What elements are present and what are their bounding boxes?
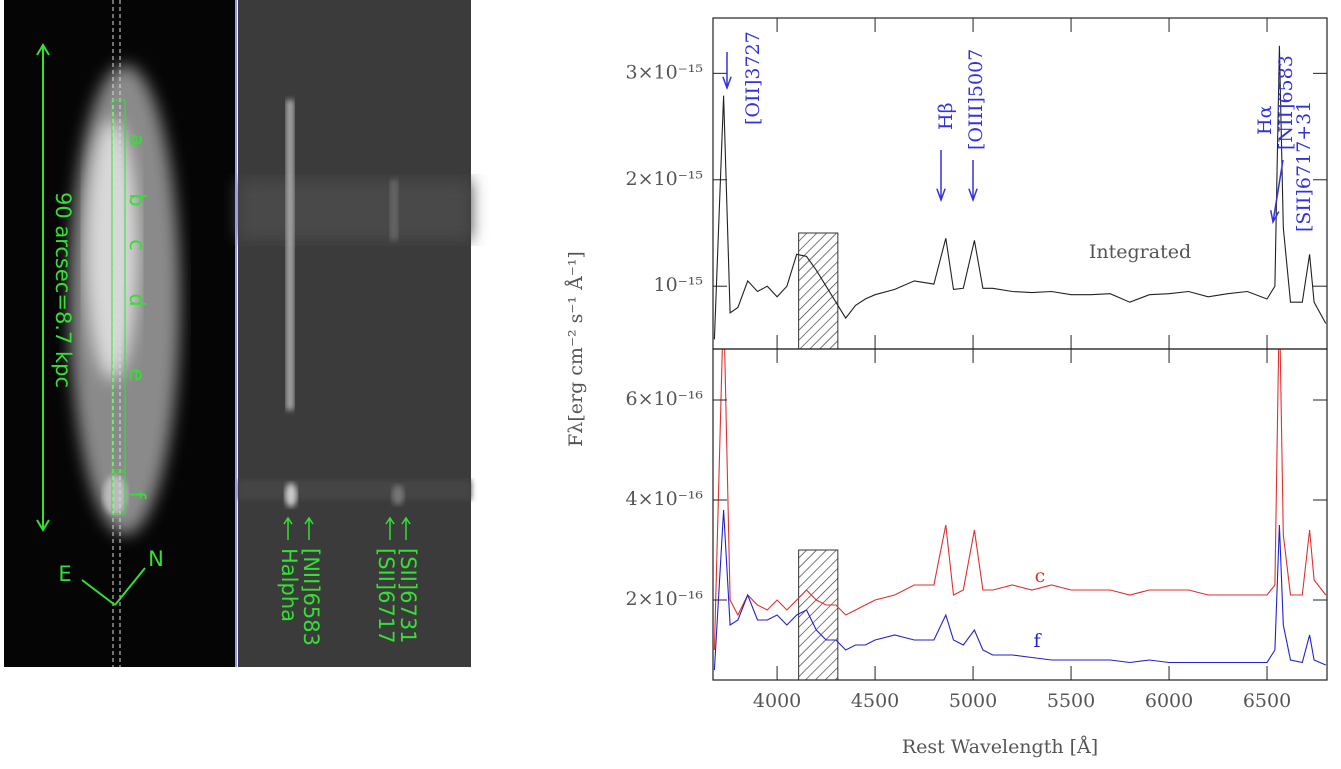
shaded-region [798,232,839,350]
spectrum-image [238,0,471,667]
y-tick-label: 10⁻¹⁵ [654,274,703,296]
continuum-band [238,480,471,500]
line-arrows [283,516,411,540]
region-knot [103,475,127,515]
line-label: [SII]6717 [374,548,398,644]
images: 90 arcsec=8.7 kpc E N Halpha [NII]6583 [… [4,0,471,667]
region-label: c [125,239,149,251]
annotation-arrow [968,160,978,203]
spectrum-line [713,45,1327,340]
annotation-arrow [722,52,732,91]
series-label: c [1035,565,1046,587]
sii-knot [392,485,404,505]
line-annotation: [NII]6583 [1275,55,1297,150]
halpha-knot [285,483,297,507]
line-label: [NII]6583 [299,548,323,646]
series-label: Integrated [1089,241,1191,263]
x-tick-label: 6000 [1145,690,1193,712]
x-tick-label: 4500 [851,690,899,712]
y-tick-label: 4×10⁻¹⁶ [626,488,704,510]
compass-label: E [58,562,71,586]
y-tick-label: 2×10⁻¹⁵ [626,168,703,190]
line-annotation: [SII]6717+31 [1293,101,1315,232]
spectrum-line [713,509,1327,671]
scale-arrows [36,43,50,532]
sii-trace [390,180,398,240]
x-axis-label: Rest Wavelength [Å] [902,736,1098,758]
line-annotation: Hβ [935,102,957,130]
y-tick-label: 6×10⁻¹⁶ [626,388,704,410]
x-tick-label: 4000 [753,690,801,712]
x-tick-label: 5500 [1047,690,1095,712]
x-tick-label: 5000 [949,690,997,712]
scale-label: 90 arcsec=8.7 kpc [51,192,75,388]
compass-label: N [148,547,164,571]
x-tick-label: 6500 [1243,690,1291,712]
y-tick-label: 3×10⁻¹⁵ [626,61,703,83]
region-label: f [125,491,149,499]
compass [81,567,146,606]
line-label: [SII]6731 [396,548,420,644]
line-annotation: [OII]3727 [742,31,764,125]
spectrum-line [713,349,1327,651]
series-label: f [1033,630,1042,652]
annotation-arrow [936,150,946,203]
line-annotation: [OIII]5007 [965,49,987,150]
slit-box [111,471,126,515]
shaded-region [798,549,839,681]
region-label: e [125,369,149,382]
line-label: Halpha [277,548,301,622]
region-label: a [125,134,149,147]
line-annotation: Hα [1254,105,1276,135]
region-label: d [125,293,149,306]
slit-box [111,99,126,471]
y-tick-label: 2×10⁻¹⁶ [626,588,704,610]
annotation-arrow [1269,159,1284,225]
plot-frame [712,348,1328,681]
region-label: b [125,193,149,206]
plots: Integrated 10⁻¹⁵ 2×10⁻¹⁵ 3×10⁻¹⁵ [OII]3727 Hβ… [565,17,1328,758]
halpha-trace [286,100,294,410]
continuum-band [238,180,471,240]
y-axis-label: Fλ[erg cm⁻² s⁻¹ Å⁻¹] [565,251,587,447]
